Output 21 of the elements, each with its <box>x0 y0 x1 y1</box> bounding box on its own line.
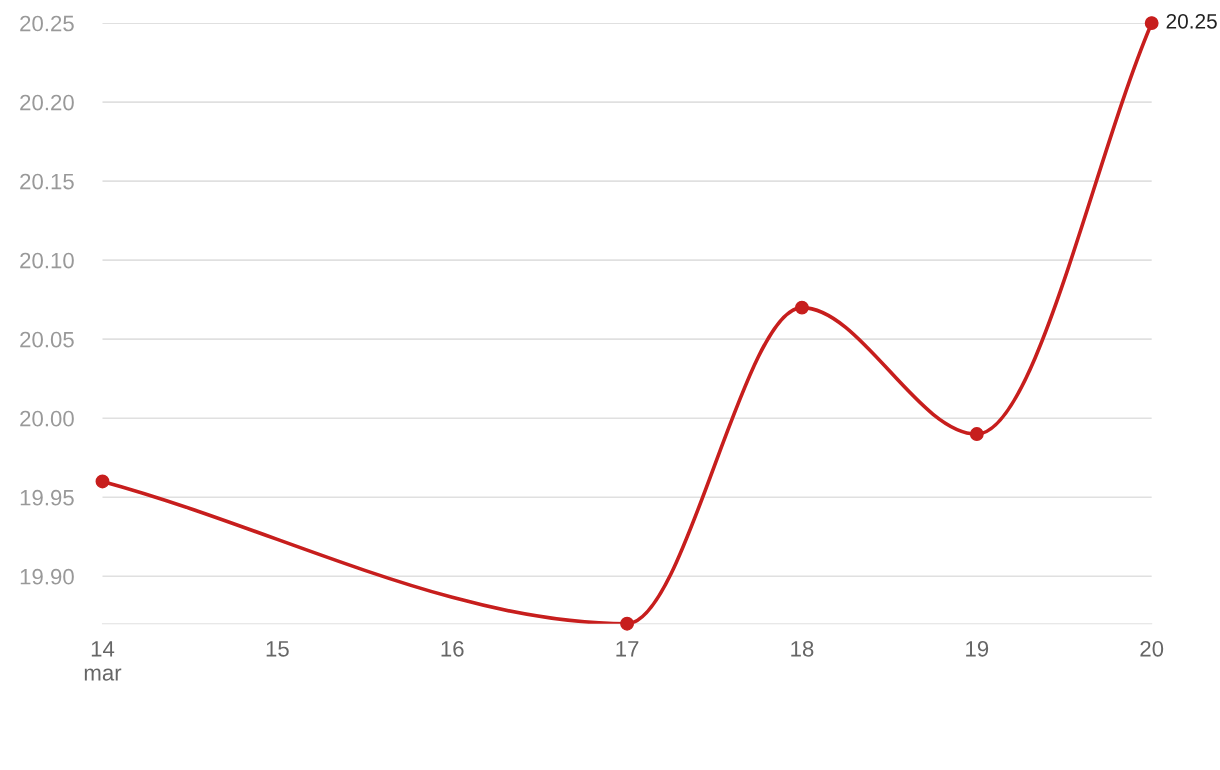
point <box>620 616 635 631</box>
x-tick-label: 14 mar <box>84 641 122 681</box>
y-tick-label: 20.20 <box>20 94 74 111</box>
x-tick-label: 19 <box>966 640 989 657</box>
x-tick-label: 20 <box>1140 640 1164 657</box>
x-tick-label: 18 <box>791 640 814 657</box>
y-tick-label: 19.95 <box>20 489 74 506</box>
y-tick-label: 20.10 <box>20 252 74 269</box>
y-tick-label: 19.90 <box>20 568 74 585</box>
y-tick-label: 20.00 <box>20 410 74 427</box>
x-tick-label: 16 <box>441 640 464 657</box>
point <box>1144 16 1159 31</box>
x-tick-label: 17 <box>616 641 639 657</box>
y-tick-label: 20.25 <box>20 15 74 32</box>
y-tick-label: 20.15 <box>20 173 74 190</box>
y-tick-label: 20.05 <box>20 331 74 348</box>
point <box>969 427 984 441</box>
point <box>95 474 110 489</box>
data-label: 20.25 <box>1166 13 1217 29</box>
point <box>795 300 809 315</box>
x-tick-label: 15 <box>266 641 289 657</box>
